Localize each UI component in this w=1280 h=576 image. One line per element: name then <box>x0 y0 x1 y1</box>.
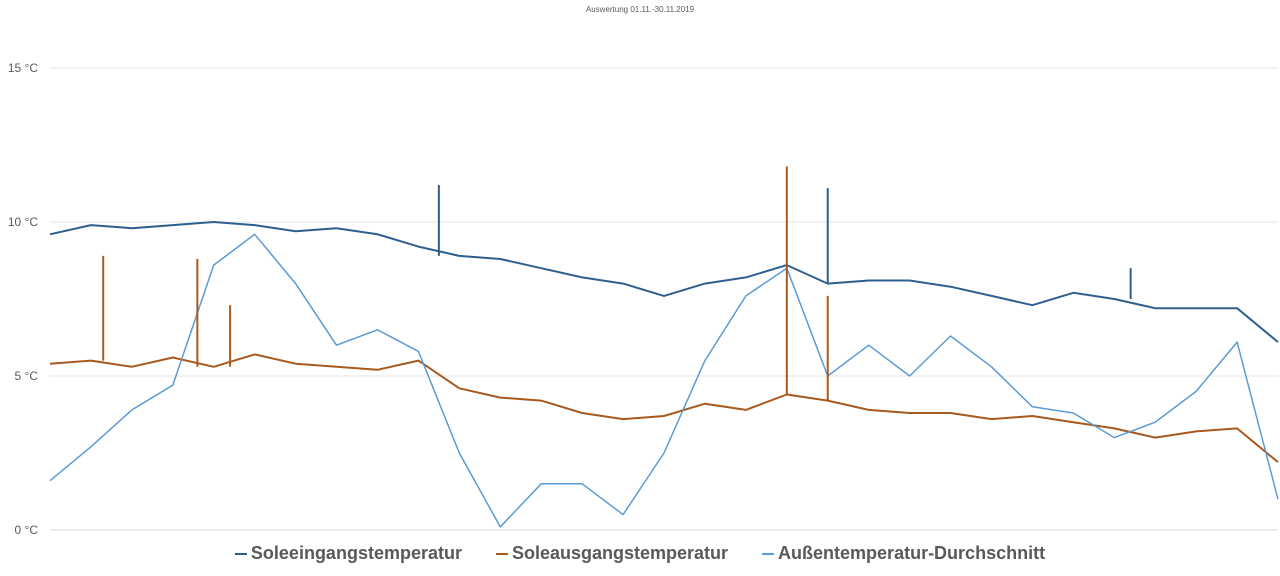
series-line-2 <box>49 233 1279 528</box>
y-tick-label: 10 °C <box>8 215 38 229</box>
y-tick-label: 5 °C <box>15 369 39 383</box>
y-tick-label: 0 °C <box>15 523 39 537</box>
legend-swatch-soleeingang <box>234 552 247 555</box>
y-tick-label: 15 °C <box>8 61 38 75</box>
legend-swatch-soleausgang <box>495 552 508 555</box>
legend: Soleeingangstemperatur Soleausgangstempe… <box>0 543 1280 564</box>
legend-item-soleausgang: Soleausgangstemperatur <box>495 543 729 564</box>
series-line-1 <box>49 353 1279 463</box>
legend-label-soleausgang: Soleausgangstemperatur <box>511 543 729 563</box>
legend-swatch-aussentemperatur <box>762 552 775 555</box>
legend-label-aussentemperatur: Außentemperatur-Durchschnitt <box>778 543 1046 563</box>
chart-title: Auswertung 01.11.-30.11.2019 <box>585 5 695 14</box>
series-line-0 <box>49 221 1279 343</box>
legend-item-aussentemperatur: Außentemperatur-Durchschnitt <box>762 543 1045 564</box>
legend-item-soleeingang: Soleeingangstemperatur <box>234 543 462 564</box>
legend-label-soleeingang: Soleeingangstemperatur <box>250 543 462 563</box>
